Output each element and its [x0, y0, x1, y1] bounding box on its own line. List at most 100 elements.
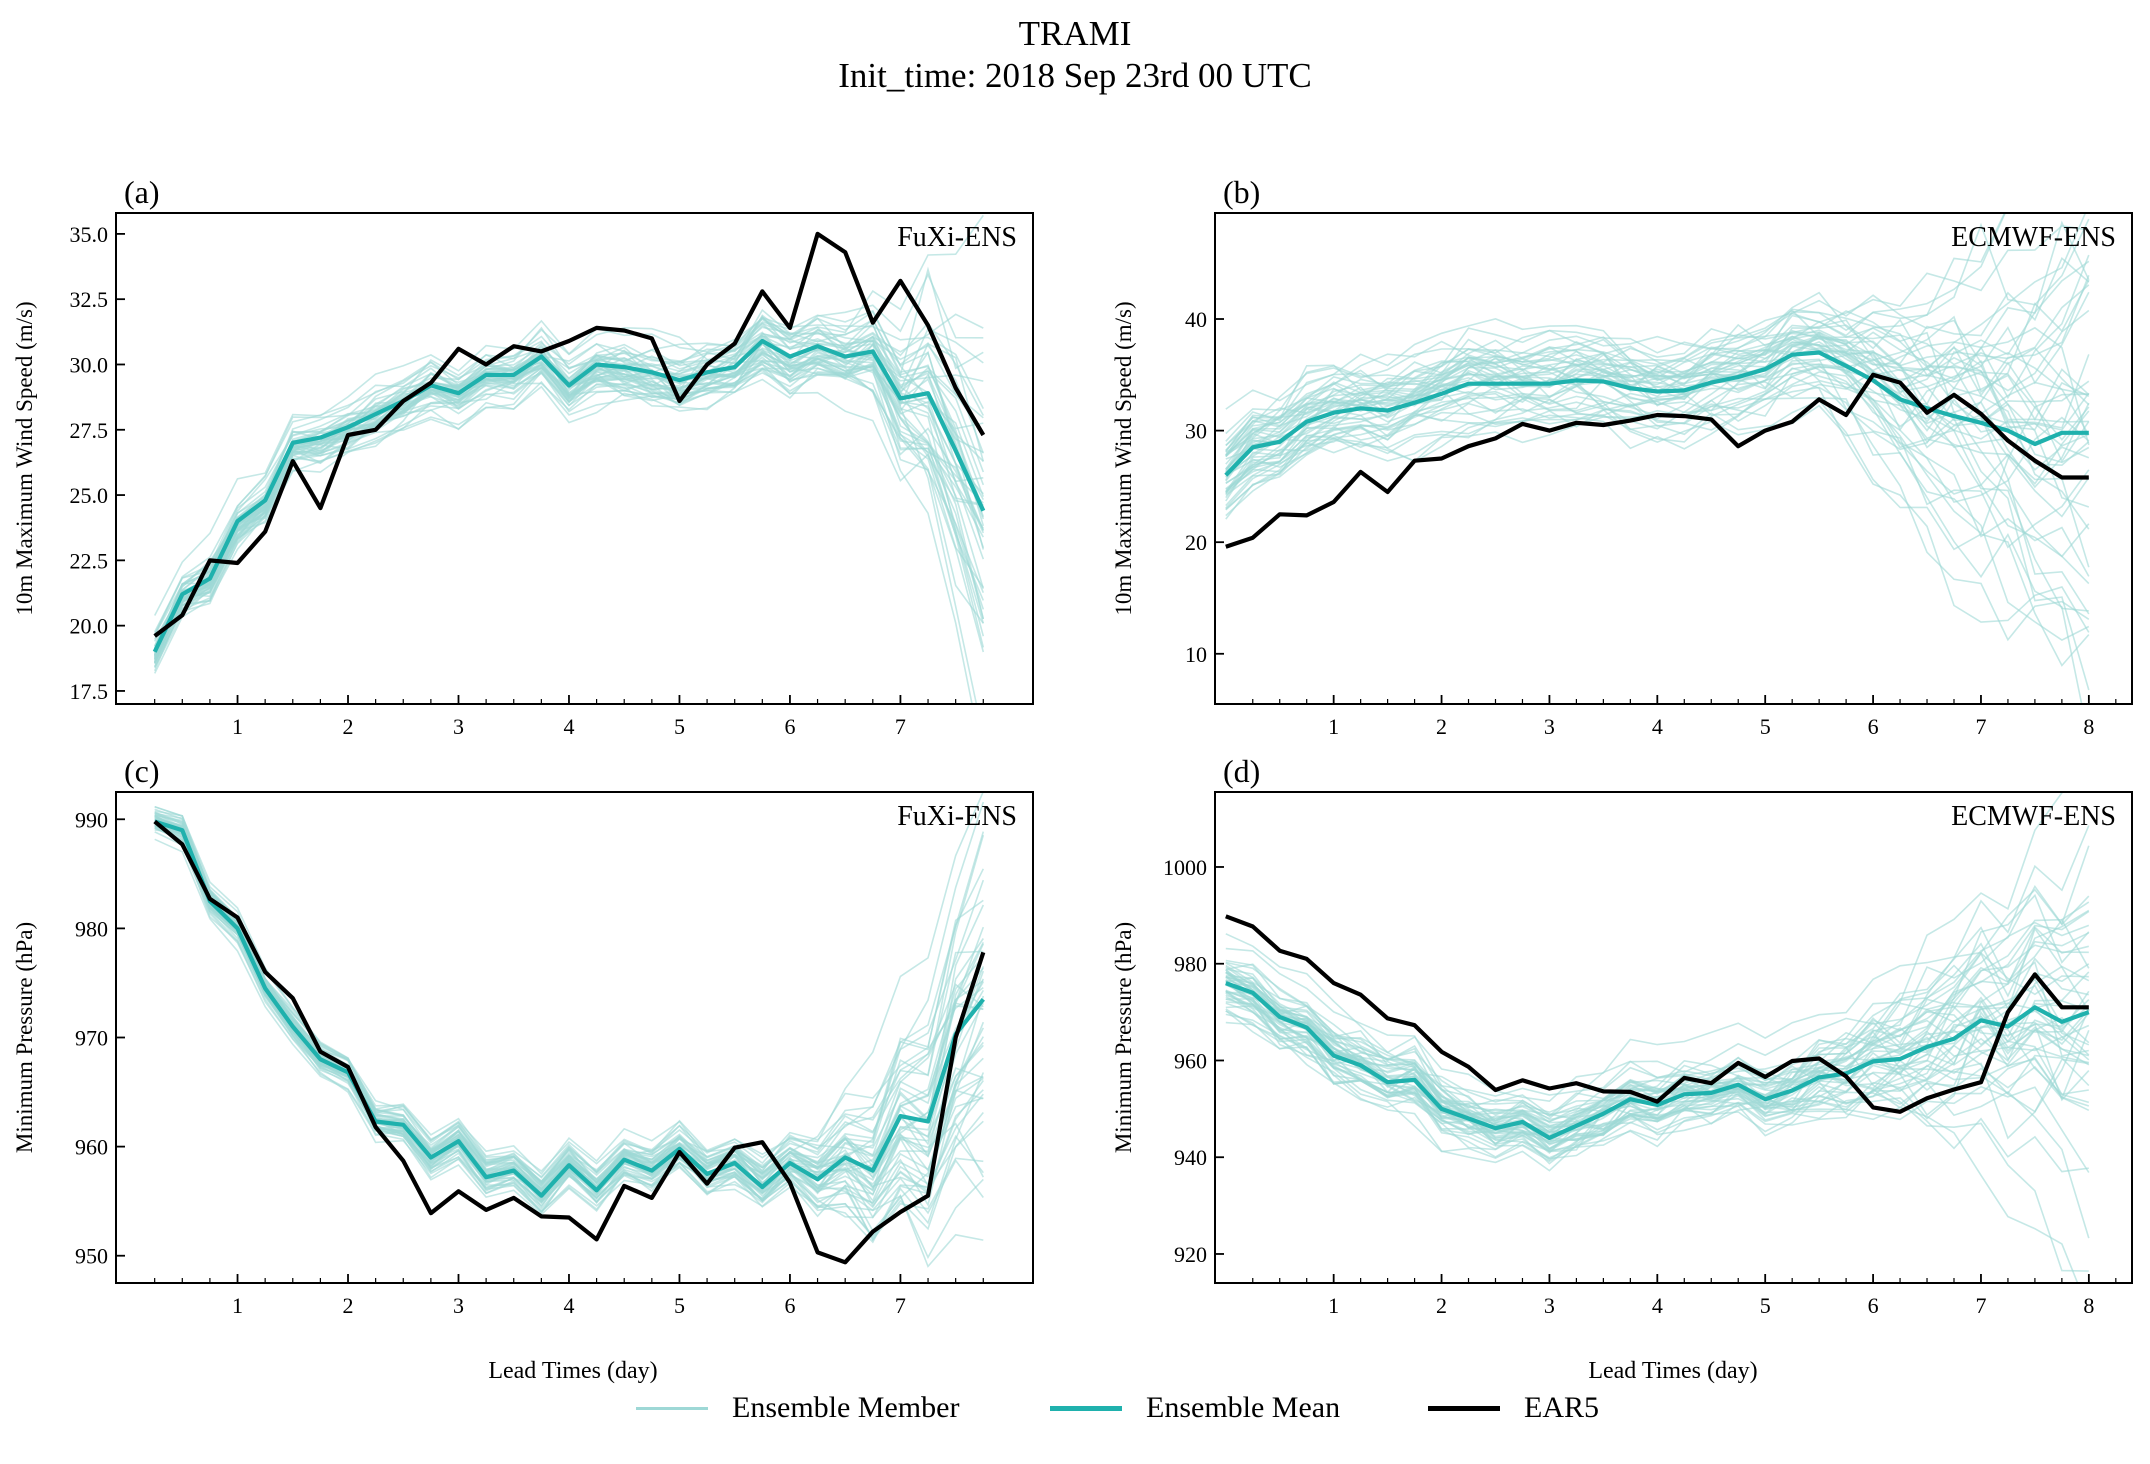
x-tick-label: 3: [453, 714, 464, 739]
ensemble-member-line: [153, 310, 984, 636]
ensemble-mean-line: [152, 338, 986, 653]
ensemble-member-line: [1225, 971, 2090, 1152]
x-axis-label-left: Lead Times (day): [488, 1358, 658, 1384]
era5-line: [1225, 914, 2089, 1114]
figure-title: TRAMI: [1018, 14, 1132, 53]
model-label: ECMWF-ENS: [1951, 222, 2116, 253]
x-tick-label: 7: [895, 1293, 906, 1318]
x-tick-label: 3: [1544, 714, 1555, 739]
ensemble-member-line: [154, 811, 984, 1186]
y-axis-label: Minimum Pressure (hPa): [1111, 922, 1136, 1153]
axes-frame: [1214, 791, 2133, 1284]
ensemble-member-line: [1225, 353, 2090, 478]
y-axis-label: Minimum Pressure (hPa): [12, 922, 37, 1153]
y-tick-label: 10: [1185, 642, 1207, 667]
panel-b: 10 20 30 40 1 2 3 4 5 6 7 8 10m Maximum Wind Speed (…: [1111, 174, 2133, 739]
x-tick-label: 4: [1652, 714, 1663, 739]
ensemble-member-line: [154, 827, 984, 1242]
x-tick-label: 8: [2083, 1293, 2094, 1318]
era5-line: [153, 231, 986, 638]
y-tick-label: 27.5: [70, 418, 109, 443]
y-tick-label: 35.0: [70, 222, 109, 247]
y-tick-label: 980: [1174, 952, 1207, 977]
ensemble-member-line: [1225, 380, 2090, 558]
x-tick-label: 2: [343, 714, 354, 739]
plot-area-a: [152, 214, 986, 704]
y-tick-label: 22.5: [70, 548, 109, 573]
y-tick-label: 30.0: [70, 352, 109, 377]
legend-item-member: Ensemble Member: [636, 1386, 959, 1430]
ensemble-member-line: [1225, 399, 2090, 667]
x-tick-label: 2: [1436, 714, 1447, 739]
x-tick-label: 2: [343, 1293, 354, 1318]
ensemble-member-line: [1225, 364, 2090, 577]
legend-item-mean: Ensemble Mean: [1050, 1386, 1340, 1430]
x-tick-label: 3: [1544, 1293, 1555, 1318]
y-tick-label: 980: [75, 916, 108, 941]
figure-subtitle: Init_time: 2018 Sep 23rd 00 UTC: [838, 56, 1312, 95]
y-tick-label: 960: [1174, 1048, 1207, 1073]
x-tick-label: 6: [1868, 1293, 1879, 1318]
x-tick-label: 7: [895, 714, 906, 739]
legend-item-era5: EAR5: [1428, 1386, 1599, 1430]
y-tick-label: 940: [1174, 1145, 1207, 1170]
x-tick-label: 6: [784, 714, 795, 739]
x-tick-label: 6: [1868, 714, 1879, 739]
plot-area-c: [153, 792, 986, 1268]
ensemble-member-line: [1225, 362, 2090, 585]
ensemble-member-line: [1225, 346, 2090, 492]
x-tick-label: 7: [1975, 1293, 1986, 1318]
plot-area-d: [1225, 792, 2090, 1283]
panel-d: 920 940 960 980 1000 1 2 3 4 5 6 7 8 Minimum Pressure…: [1111, 753, 2133, 1318]
legend-label-era5: EAR5: [1524, 1391, 1599, 1424]
ensemble-member-line: [153, 314, 984, 647]
legend-swatch-era5: [1428, 1405, 1500, 1411]
model-label: FuXi-ENS: [897, 222, 1017, 253]
panel-label: (c): [124, 753, 160, 789]
axes-frame: [115, 212, 1034, 705]
ensemble-member-line: [1225, 995, 2090, 1160]
x-tick-label: 5: [674, 1293, 685, 1318]
ensemble-member-line: [1225, 310, 2090, 489]
y-tick-label: 1000: [1163, 855, 1207, 880]
ensemble-member-line: [1225, 371, 2090, 510]
x-tick-label: 7: [1975, 714, 1986, 739]
ensemble-member-line: [1225, 260, 2090, 454]
ensemble-mean-line: [154, 819, 985, 1198]
y-tick-label: 20: [1185, 530, 1207, 555]
y-tick-label: 25.0: [70, 483, 109, 508]
ensemble-member-line: [1225, 947, 2089, 1097]
panel-c: 950 960 970 980 990 1 2 3 4 5 6 7 Minimum Pressure (…: [12, 753, 1034, 1318]
y-tick-label: 950: [75, 1244, 108, 1269]
ensemble-member-line: [1225, 918, 2090, 1138]
era5-line: [153, 819, 986, 1265]
panel-label: (b): [1223, 174, 1260, 210]
ensemble-member-line: [1225, 888, 2090, 1103]
plot-area-b: [1224, 213, 2090, 704]
axes-frame: [1214, 212, 2133, 705]
x-tick-label: 8: [2083, 714, 2094, 739]
legend-label-member: Ensemble Member: [732, 1391, 960, 1424]
ensemble-member-line: [153, 362, 985, 665]
x-tick-label: 5: [1760, 1293, 1771, 1318]
ensemble-member-line: [1225, 335, 2090, 615]
ensemble-member-line: [154, 838, 985, 1233]
x-tick-label: 4: [1652, 1293, 1663, 1318]
ensemble-member-line: [1225, 213, 2007, 447]
y-tick-label: 960: [75, 1135, 108, 1160]
x-tick-label: 2: [1436, 1293, 1447, 1318]
ensemble-member-line: [153, 214, 984, 636]
y-tick-label: 990: [75, 807, 108, 832]
ensemble-member-line: [1225, 963, 2090, 1136]
ensemble-member-line: [1225, 213, 2087, 456]
x-tick-label: 1: [1328, 714, 1339, 739]
x-tick-label: 4: [563, 1293, 574, 1318]
y-tick-label: 970: [75, 1026, 108, 1051]
x-axis-label-right: Lead Times (day): [1588, 1358, 1758, 1384]
x-tick-label: 1: [232, 1293, 243, 1318]
y-tick-label: 40: [1185, 307, 1207, 332]
y-tick-label: 920: [1174, 1242, 1207, 1267]
legend-swatch-mean: [1050, 1405, 1122, 1411]
ensemble-member-line: [1225, 975, 2090, 1239]
